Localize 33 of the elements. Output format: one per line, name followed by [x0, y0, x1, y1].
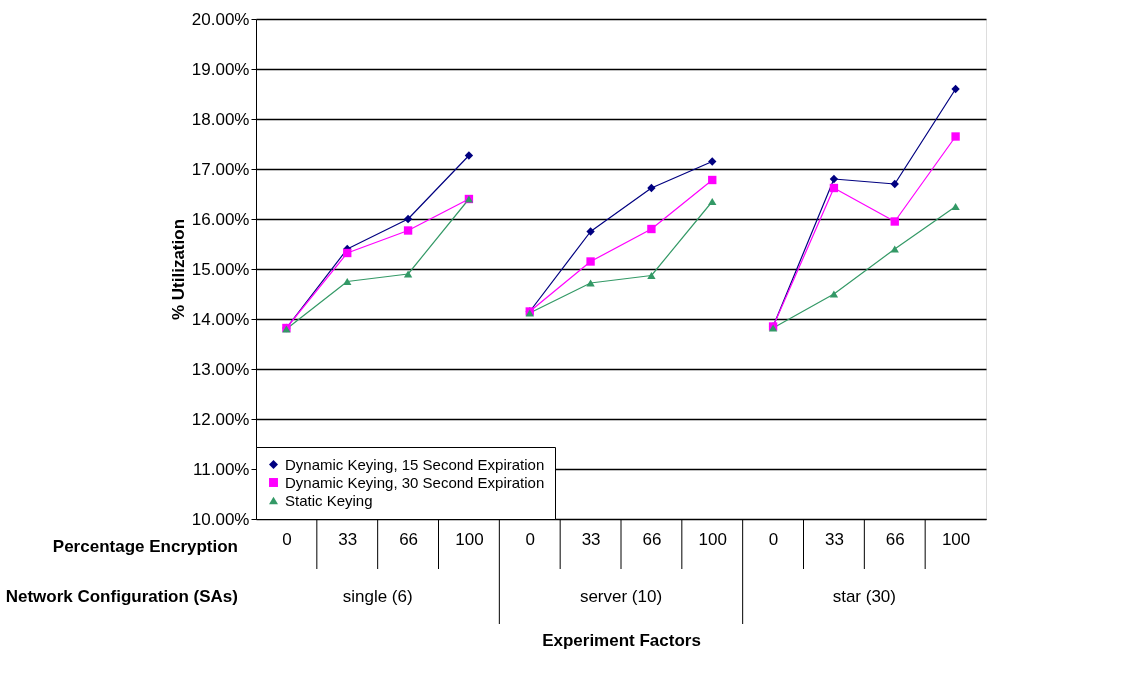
x-tick-label: 66: [885, 529, 905, 549]
y-tick-label: 19.00%: [191, 59, 250, 79]
y-tick-label: 16.00%: [191, 209, 250, 229]
legend-label: Dynamic Keying, 15 Second Expiration: [285, 455, 545, 473]
text: server (10): [579, 587, 663, 606]
x-tick-label: 0: [282, 529, 292, 549]
x-tick-label: 100: [455, 529, 484, 549]
x-axis-title: Experiment Factors: [542, 630, 701, 650]
text: star (30): [832, 587, 896, 606]
y-axis-title: % Utilization: [168, 218, 188, 321]
y-tick-label: 15.00%: [191, 259, 250, 279]
y-tick-label: 18.00%: [191, 109, 250, 129]
x-tick-label: 0: [525, 529, 535, 549]
y-tick-label: 17.00%: [191, 159, 250, 179]
x-tick-label: 66: [642, 529, 662, 549]
y-tick-label: 14.00%: [191, 309, 250, 329]
x-tick-label: 100: [698, 529, 727, 549]
x-tick-label: 33: [338, 529, 358, 549]
y-tick-label: 13.00%: [191, 359, 250, 379]
y-tick-label: 10.00%: [191, 509, 250, 529]
y-tick-label: 20.00%: [191, 9, 250, 29]
text: single (6): [342, 587, 413, 606]
x-tick-label: 33: [581, 529, 601, 549]
x-tick-label: 33: [824, 529, 844, 549]
text: Network Configuration (SAs): [5, 587, 238, 606]
text: Percentage Encryption: [52, 537, 238, 556]
x-tick-label: 0: [768, 529, 779, 549]
x-tick-label: 66: [399, 529, 419, 549]
y-tick-label: 11.00%: [193, 459, 250, 479]
x-tick-label: 100: [941, 529, 971, 549]
legend-label: Dynamic Keying, 30 Second Expiration: [285, 473, 545, 491]
legend-label: Static Keying: [285, 491, 373, 509]
y-tick-label: 12.00%: [191, 409, 250, 429]
